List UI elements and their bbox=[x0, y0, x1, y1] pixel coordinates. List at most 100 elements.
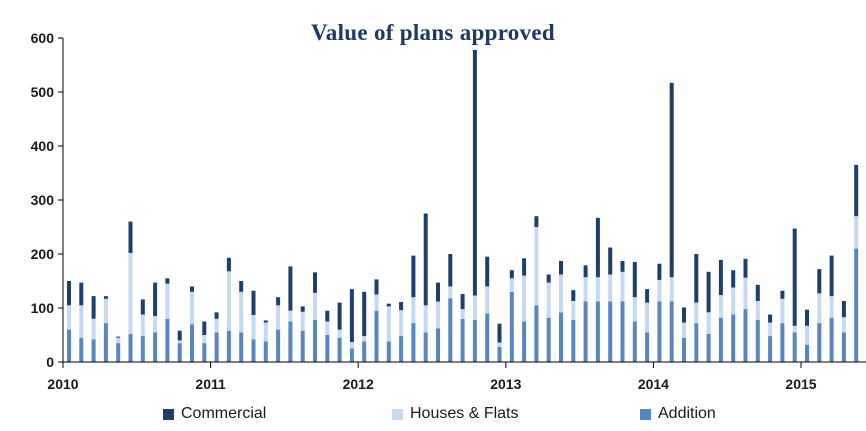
bar-commercial-2012-02 bbox=[374, 279, 379, 295]
bar-houses-flats-2013-02 bbox=[522, 275, 527, 322]
bar-houses-flats-2014-10 bbox=[768, 322, 773, 337]
bar-houses-flats-2012-10 bbox=[472, 295, 477, 320]
bar-addition-2014-10 bbox=[768, 336, 773, 362]
y-tick-label: 400 bbox=[31, 138, 55, 154]
bar-commercial-2011-07 bbox=[288, 266, 293, 311]
bar-commercial-2011-08 bbox=[300, 306, 305, 312]
x-tick-label: 2012 bbox=[343, 376, 374, 392]
bar-houses-flats-2015-04 bbox=[841, 317, 846, 333]
bar-commercial-2012-03 bbox=[386, 303, 391, 307]
bar-addition-2011-04 bbox=[251, 339, 256, 362]
bar-addition-2013-11 bbox=[632, 321, 637, 362]
bar-houses-flats-2010-01 bbox=[67, 305, 71, 330]
bar-addition-2013-12 bbox=[645, 332, 650, 362]
bar-houses-flats-2013-09 bbox=[608, 274, 613, 302]
bar-commercial-2011-03 bbox=[239, 281, 244, 292]
axes bbox=[62, 38, 866, 363]
bar-houses-flats-2014-08 bbox=[743, 277, 748, 310]
x-tick-label: 2014 bbox=[638, 376, 669, 392]
bar-addition-2010-05 bbox=[116, 343, 121, 362]
chart-title: Value of plans approved bbox=[311, 20, 555, 45]
bar-addition-2013-05 bbox=[559, 312, 563, 362]
bar-addition-2011-05 bbox=[263, 341, 268, 362]
bar-commercial-2014-09 bbox=[755, 284, 760, 301]
bar-addition-2011-08 bbox=[300, 330, 305, 362]
bar-commercial-2013-11 bbox=[632, 262, 637, 298]
bar-houses-flats-2011-11 bbox=[337, 329, 342, 338]
bar-houses-flats-2014-03 bbox=[682, 322, 686, 338]
bar-addition-2012-10 bbox=[472, 319, 477, 362]
bar-addition-2010-04 bbox=[103, 323, 108, 362]
bar-commercial-2012-10 bbox=[472, 49, 477, 296]
bar-houses-flats-2013-04 bbox=[546, 282, 551, 318]
bar-addition-2013-10 bbox=[620, 301, 625, 362]
bar-houses-flats-2011-05 bbox=[263, 322, 268, 342]
bar-addition-2012-06 bbox=[423, 332, 428, 362]
bar-addition-2011-06 bbox=[276, 329, 281, 362]
bar-addition-2012-03 bbox=[386, 341, 391, 362]
bar-addition-2013-08 bbox=[595, 301, 600, 362]
bar-houses-flats-2013-10 bbox=[620, 271, 625, 302]
bar-houses-flats-2013-05 bbox=[559, 274, 563, 313]
bar-group bbox=[67, 49, 859, 362]
bar-commercial-2014-03 bbox=[682, 307, 686, 323]
bar-houses-flats-2015-01 bbox=[805, 325, 809, 345]
x-tick-label: 2010 bbox=[47, 376, 78, 392]
bar-addition-2013-02 bbox=[522, 321, 527, 362]
bar-houses-flats-2013-01 bbox=[509, 278, 514, 292]
bar-addition-2012-04 bbox=[399, 336, 404, 362]
bar-houses-flats-2012-09 bbox=[460, 309, 465, 319]
bar-houses-flats-2010-06 bbox=[128, 252, 133, 334]
bar-houses-flats-2014-02 bbox=[669, 277, 674, 302]
bar-addition-2010-07 bbox=[140, 336, 145, 362]
bar-commercial-2011-10 bbox=[325, 310, 330, 322]
bar-houses-flats-2013-03 bbox=[534, 227, 539, 306]
bar-houses-flats-2013-06 bbox=[571, 300, 576, 320]
bar-addition-2015-05 bbox=[854, 248, 859, 362]
bar-houses-flats-2011-07 bbox=[288, 310, 293, 322]
bar-houses-flats-2014-05 bbox=[706, 312, 711, 334]
bar-commercial-2011-12 bbox=[349, 289, 354, 343]
bar-addition-2010-10 bbox=[177, 343, 182, 362]
bar-houses-flats-2011-06 bbox=[276, 305, 281, 330]
bar-commercial-2010-10 bbox=[177, 330, 182, 341]
x-tick-label: 2013 bbox=[490, 376, 521, 392]
bar-houses-flats-2011-12 bbox=[349, 342, 354, 349]
bar-houses-flats-2012-01 bbox=[362, 336, 367, 342]
bar-addition-2012-11 bbox=[485, 313, 490, 362]
bar-addition-2011-02 bbox=[226, 330, 231, 362]
bar-houses-flats-2010-07 bbox=[140, 314, 145, 337]
bar-houses-flats-2014-04 bbox=[694, 302, 699, 324]
bar-commercial-2012-09 bbox=[460, 293, 465, 310]
bar-addition-2013-01 bbox=[509, 291, 514, 362]
legend-label-addition: Addition bbox=[658, 405, 716, 422]
bar-commercial-2014-05 bbox=[706, 271, 711, 313]
bar-houses-flats-2010-03 bbox=[91, 318, 96, 340]
bar-houses-flats-2011-09 bbox=[313, 292, 317, 320]
bar-houses-flats-2014-12 bbox=[792, 325, 797, 333]
bar-houses-flats-2013-11 bbox=[632, 297, 637, 322]
bar-commercial-2010-12 bbox=[202, 321, 207, 335]
bar-addition-2014-04 bbox=[694, 323, 699, 362]
legend: Commercial Houses & Flats Addition bbox=[0, 405, 866, 429]
bar-houses-flats-2014-11 bbox=[780, 298, 785, 324]
bar-houses-flats-2012-11 bbox=[485, 286, 490, 314]
bar-commercial-2010-02 bbox=[79, 282, 84, 306]
bar-addition-2011-09 bbox=[313, 319, 317, 362]
bar-addition-2014-07 bbox=[731, 314, 736, 362]
bar-addition-2014-06 bbox=[718, 317, 723, 362]
legend-swatch-houses-flats bbox=[392, 408, 403, 420]
bar-commercial-2010-11 bbox=[190, 286, 194, 292]
bar-commercial-2015-02 bbox=[817, 269, 822, 294]
bar-addition-2015-02 bbox=[817, 323, 822, 362]
bar-commercial-2014-04 bbox=[694, 254, 699, 303]
bar-commercial-2014-06 bbox=[718, 259, 723, 296]
y-tick-label: 100 bbox=[31, 300, 55, 316]
bar-commercial-2013-01 bbox=[509, 270, 514, 279]
bar-commercial-2014-10 bbox=[768, 314, 773, 323]
bar-addition-2013-07 bbox=[583, 301, 588, 362]
bar-commercial-2013-09 bbox=[608, 247, 613, 275]
y-tick-label: 600 bbox=[31, 30, 55, 46]
bar-houses-flats-2015-05 bbox=[854, 216, 859, 249]
bar-commercial-2010-07 bbox=[140, 299, 145, 315]
